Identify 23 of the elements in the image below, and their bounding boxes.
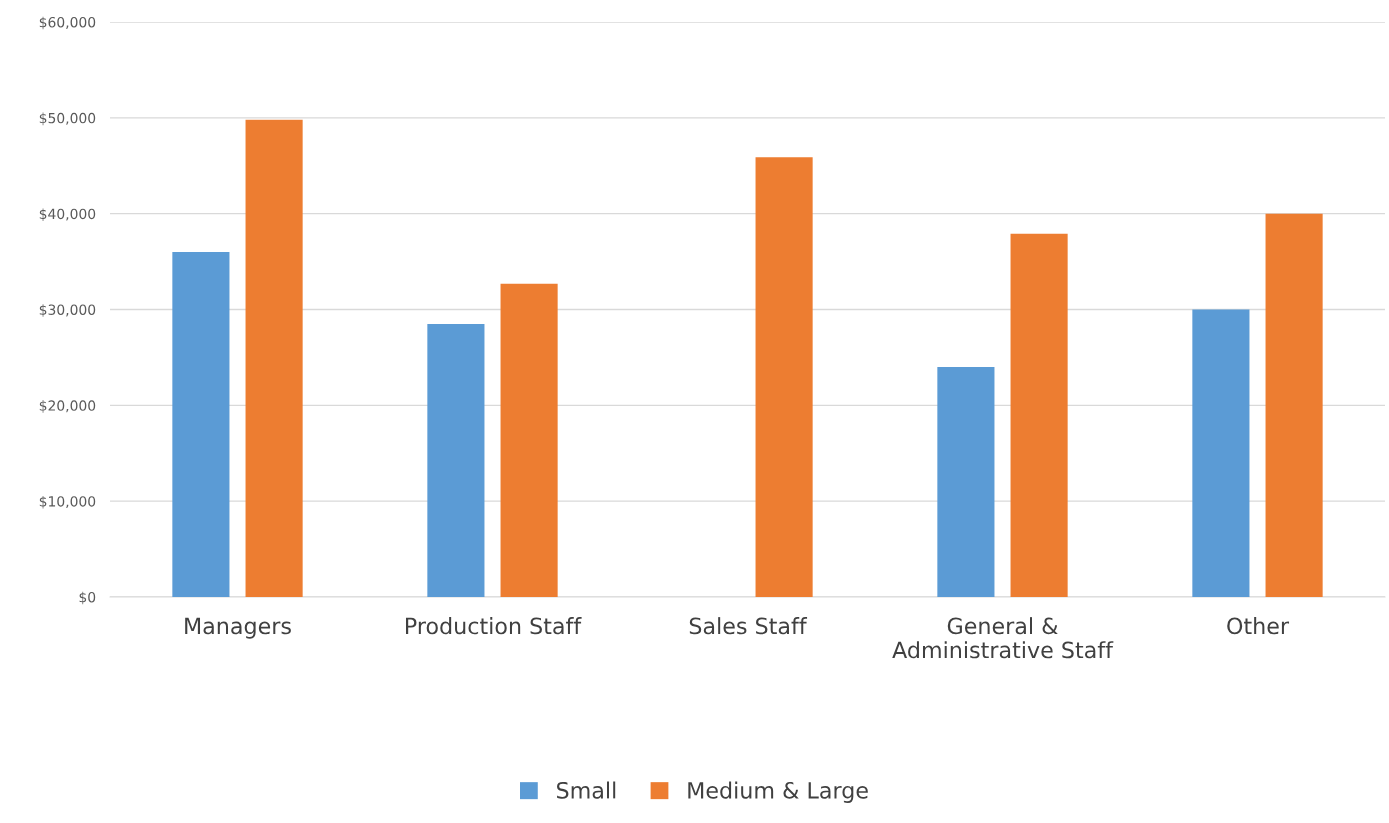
bar [937, 367, 995, 597]
y-tick-label: $30,000 [39, 304, 96, 317]
y-tick-label: $40,000 [39, 208, 96, 221]
x-tick-label: Sales Staff [689, 617, 808, 635]
bar [245, 119, 303, 597]
x-tick-label: Managers [185, 617, 291, 639]
bar [1265, 213, 1323, 597]
bar [755, 157, 813, 597]
y-tick-label: $60,000 [39, 16, 96, 30]
x-tick-label: General & Administrative Staff [892, 617, 1114, 659]
x-tick-label: Production Staff [406, 617, 582, 635]
bar [500, 283, 558, 597]
bar [1010, 233, 1068, 597]
y-tick-label: $50,000 [39, 112, 96, 126]
bar [172, 252, 230, 597]
x-tick-label: Other [1227, 617, 1290, 635]
legend-label: Medium & Large [688, 781, 868, 803]
bar [427, 323, 485, 597]
legend-label: Small [557, 781, 616, 799]
y-tick-label: $20,000 [39, 400, 96, 413]
bar [1192, 309, 1250, 597]
y-tick-label: $0 [79, 591, 96, 605]
y-tick-label: $10,000 [39, 495, 96, 509]
